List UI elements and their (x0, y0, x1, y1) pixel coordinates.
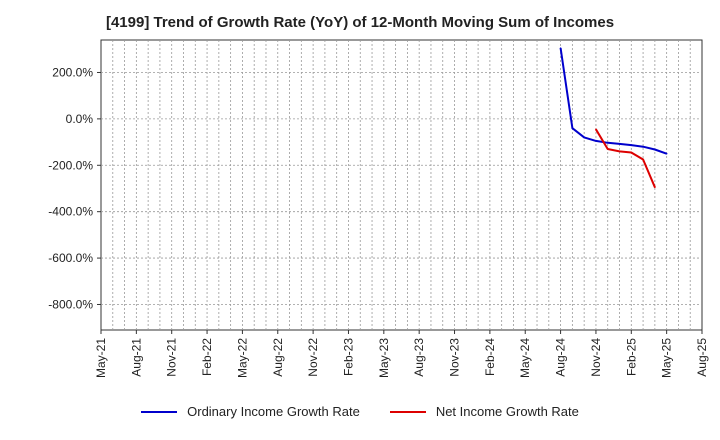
y-tick-label: -600.0% (48, 251, 93, 265)
legend-label-ordinary: Ordinary Income Growth Rate (187, 404, 360, 419)
x-tick-label: Feb-23 (341, 338, 355, 376)
data-point-ordinary (571, 127, 574, 129)
x-tick-label: Feb-25 (624, 338, 638, 376)
x-tick-label: Aug-23 (412, 338, 426, 377)
data-point-ordinary (665, 152, 668, 155)
data-point-ordinary (642, 145, 644, 148)
legend-label-net: Net Income Growth Rate (435, 404, 579, 419)
data-point-net (630, 151, 633, 154)
x-tick-label: Feb-22 (200, 338, 214, 376)
data-point-net (642, 158, 644, 161)
data-point-net (618, 150, 621, 153)
plot-area (100, 39, 703, 331)
data-point-ordinary (606, 141, 609, 144)
y-tick-label: 0.0% (66, 112, 94, 126)
legend: Ordinary Income Growth Rate Net Income G… (0, 404, 720, 419)
x-tick-label: May-21 (94, 338, 108, 378)
data-point-ordinary (595, 140, 597, 142)
legend-swatch-net (389, 410, 426, 413)
legend-item-ordinary: Ordinary Income Growth Rate (141, 404, 360, 419)
y-tick-label: -200.0% (48, 158, 93, 172)
data-point-ordinary (559, 47, 562, 49)
x-tick-label: Aug-24 (554, 338, 568, 377)
x-tick-label: May-25 (660, 338, 674, 378)
y-tick-label: -800.0% (48, 297, 93, 311)
data-point-ordinary (618, 143, 621, 145)
x-tick-label: Nov-22 (306, 338, 320, 377)
x-tick-label: Nov-23 (448, 338, 462, 377)
x-tick-label: Aug-22 (271, 338, 285, 377)
series-line-net (595, 128, 656, 188)
x-tick-label: May-23 (377, 338, 391, 378)
x-tick-label: Feb-24 (483, 338, 497, 376)
chart-title: [4199] Trend of Growth Rate (YoY) of 12-… (105, 14, 615, 31)
x-tick-label: Nov-21 (165, 338, 179, 377)
x-tick-label: May-22 (235, 338, 249, 378)
x-tick-label: Aug-21 (129, 338, 143, 377)
legend-item-net: Net Income Growth Rate (389, 404, 579, 419)
x-tick-label: Nov-24 (589, 338, 603, 377)
x-tick-label: May-24 (518, 338, 532, 378)
data-point-net (595, 128, 597, 131)
data-point-ordinary (654, 148, 656, 151)
data-point-net (606, 148, 609, 150)
x-tick-label: Aug-25 (695, 338, 709, 377)
y-tick-label: -400.0% (48, 205, 93, 219)
y-tick-label: 200.0% (52, 65, 93, 79)
legend-swatch-ordinary (141, 410, 178, 413)
data-point-net (654, 186, 656, 189)
series-line-ordinary (559, 47, 667, 155)
data-point-ordinary (630, 144, 633, 146)
data-point-ordinary (583, 136, 585, 139)
